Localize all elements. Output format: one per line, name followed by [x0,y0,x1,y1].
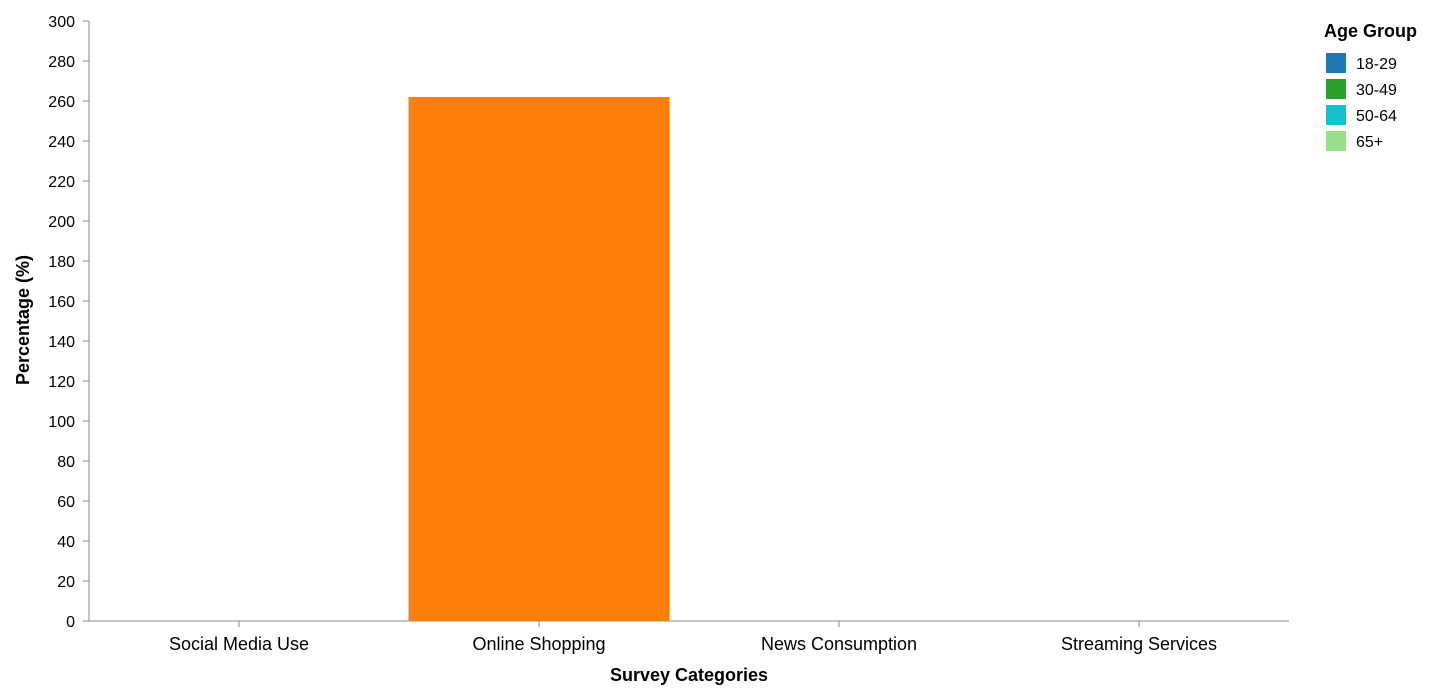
y-axis-title: Percentage (%) [13,255,33,385]
y-tick-label: 300 [48,14,75,31]
x-tick-label: Online Shopping [472,634,605,654]
x-axis-title: Survey Categories [610,665,768,685]
y-tick-label: 100 [48,414,75,431]
y-tick-label: 80 [57,454,75,471]
y-tick-label: 260 [48,94,75,111]
y-tick-label: 220 [48,174,75,191]
y-tick-label: 40 [57,534,75,551]
legend-swatch [1326,79,1346,99]
bars [408,97,670,621]
x-axis: Social Media Use Online Shopping News Cons… [89,620,1289,654]
legend-swatch [1326,53,1346,73]
legend-label: 65+ [1356,134,1383,151]
legend-swatch [1326,131,1346,151]
y-tick-label: 280 [48,54,75,71]
legend-label: 18-29 [1356,56,1397,73]
legend-item: 65+ [1326,131,1383,151]
x-tick-label: Streaming Services [1061,634,1217,654]
legend-label: 50-64 [1356,108,1397,125]
y-tick-label: 60 [57,494,75,511]
legend-item: 30-49 [1326,79,1397,99]
y-tick-label: 0 [66,614,75,631]
legend-label: 30-49 [1356,82,1397,99]
y-tick-label: 20 [57,574,75,591]
y-tick-label: 160 [48,294,75,311]
y-tick-label: 240 [48,134,75,151]
legend-title: Age Group [1324,21,1417,41]
x-tick-label: News Consumption [761,634,917,654]
legend-items: 18-29 30-49 50-64 65+ [1326,53,1397,151]
legend-item: 18-29 [1326,53,1397,73]
y-tick-label: 120 [48,374,75,391]
legend-swatch [1326,105,1346,125]
legend: Age Group 18-29 30-49 50-64 65+ [1324,21,1417,151]
y-tick-label: 140 [48,334,75,351]
x-tick-label: Social Media Use [169,634,309,654]
y-axis: 0 20 40 60 80 100 120 140 160 180 200 220 240 260 280 3… [48,14,90,631]
y-tick-label: 200 [48,214,75,231]
bar [408,97,670,621]
legend-item: 50-64 [1326,105,1397,125]
y-tick-label: 180 [48,254,75,271]
